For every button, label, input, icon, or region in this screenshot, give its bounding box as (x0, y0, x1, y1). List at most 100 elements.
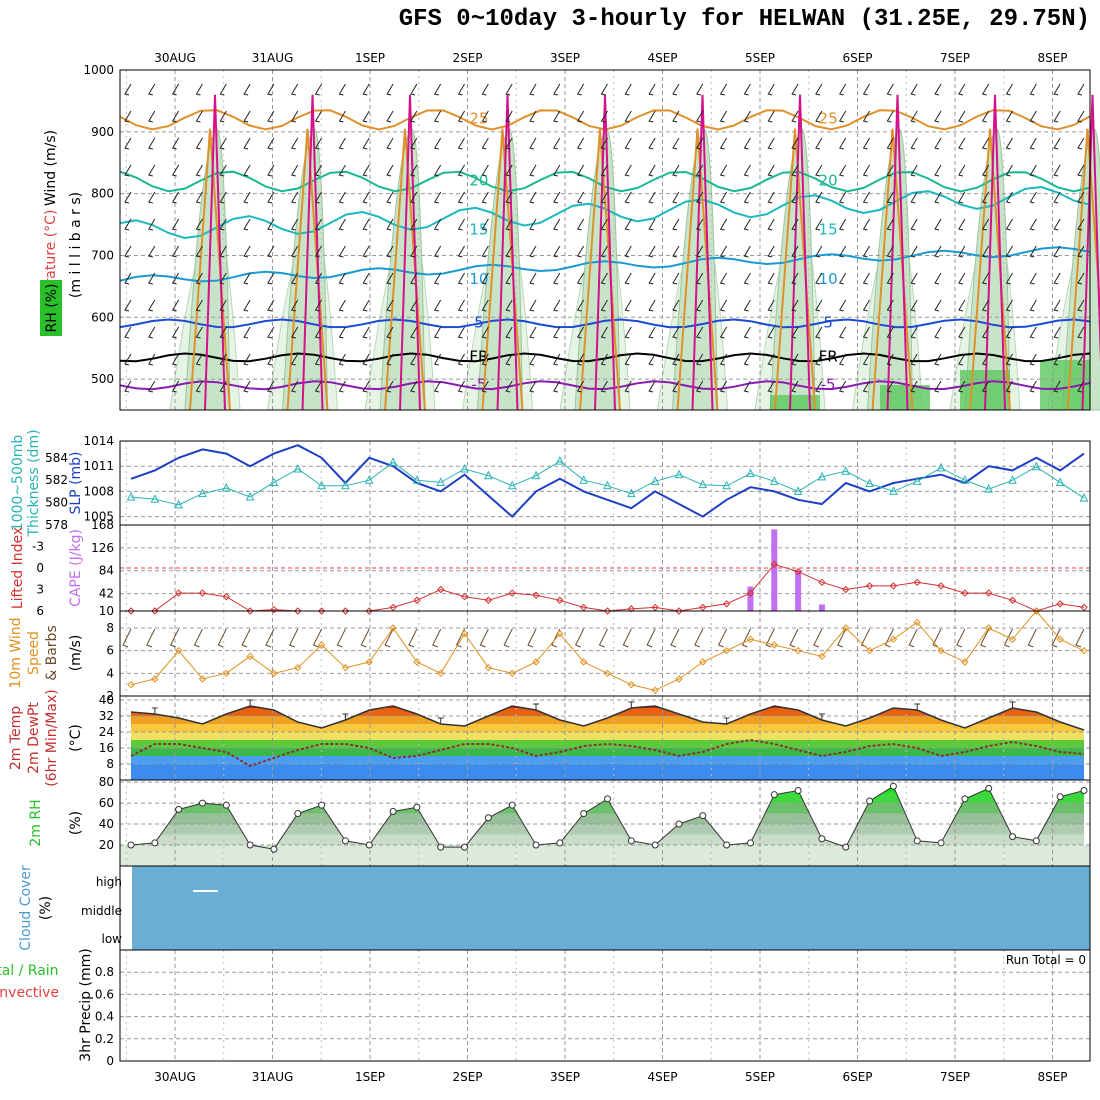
y-tick-label: 80 (99, 775, 114, 789)
wind-barb (672, 164, 680, 177)
wind-barb (574, 628, 585, 648)
wind-barb (314, 191, 323, 204)
thickness-point (1079, 493, 1089, 502)
wind-barb (193, 628, 203, 648)
wind-speed-point (1008, 635, 1017, 644)
rh-point (746, 839, 754, 847)
run-total-label: Run Total = 0 (1006, 953, 1086, 967)
wind-barb (1029, 326, 1037, 339)
wind-barb (243, 83, 251, 96)
wind-barb (958, 164, 966, 177)
wind-barb (290, 164, 299, 177)
wind-barb (457, 380, 465, 393)
wind-barb (743, 164, 751, 177)
slp-axis-label: SLP (mb) (68, 451, 84, 514)
wind-speed-point (389, 624, 397, 632)
y-tick-label: 6 (106, 644, 114, 658)
lifted-index-point (961, 589, 969, 597)
wind-barb (433, 164, 442, 177)
wind-speed-point (460, 629, 469, 638)
wind-barb (648, 380, 656, 393)
lifted-index-point (246, 607, 254, 615)
wind-barb (481, 110, 489, 123)
wind-barb (124, 380, 132, 393)
lifted-index-point (651, 603, 659, 612)
wind-barb (171, 353, 180, 366)
wind-barb (624, 272, 632, 285)
wind-barb (648, 191, 656, 204)
wind-barb (648, 218, 656, 231)
wind-barb (576, 380, 585, 393)
wind-barb (624, 353, 632, 366)
wind-barb (386, 191, 394, 204)
wind-barb (362, 272, 370, 285)
wind-barb (719, 110, 728, 123)
precip-panel: 0 0.2 0.4 0.6 0.8 Run Total = 0 Total / Rain Co… (0, 948, 1091, 1068)
wind-barb (767, 245, 775, 258)
rh-point (913, 837, 921, 845)
wind-barb (1005, 326, 1013, 339)
wind-barb (243, 245, 251, 258)
thickness-point (579, 475, 588, 484)
thickness-point (221, 482, 231, 492)
y-tick-label: 500 (91, 372, 114, 386)
rh-point (127, 841, 135, 849)
wind-barb (124, 353, 132, 366)
wind-barb (219, 137, 227, 150)
wind-barb (838, 218, 847, 231)
lifted-index-point (627, 605, 636, 613)
wind-barb (433, 83, 442, 96)
wind-barb (1077, 299, 1085, 312)
wind-barb (410, 272, 418, 285)
rh-point (151, 839, 159, 847)
cape-axis-label: CAPE (J/kg) (68, 529, 84, 607)
thickness-point (364, 475, 374, 484)
thickness-point (603, 480, 612, 490)
wind-barb (1053, 326, 1061, 339)
temp-unit-label: (°C) (68, 724, 84, 752)
rh-point (484, 814, 492, 822)
thickness-point (960, 475, 970, 484)
y-tick-label: 8 (106, 621, 114, 635)
wind-barb (243, 110, 251, 123)
wind-barb (195, 110, 203, 123)
wind-barb (1077, 137, 1085, 150)
wind-barb (362, 191, 370, 204)
wind-barb (1029, 380, 1037, 393)
wind-speed-point (651, 686, 659, 695)
wind-barb (743, 353, 751, 366)
wind-barb (719, 245, 728, 258)
wind-barb (314, 272, 323, 285)
wind-barb (981, 245, 990, 258)
wind-barb (696, 110, 704, 123)
lifted-index-point (794, 567, 802, 576)
wind-barb (505, 380, 513, 393)
lifted-index-point (675, 607, 683, 615)
lifted-index-point (127, 607, 135, 615)
wind-speed-point (722, 646, 731, 655)
wind-barb (457, 110, 465, 123)
surface-temp-contour (384, 128, 426, 411)
rh-point (389, 807, 397, 815)
temp-line (130, 705, 1085, 731)
wind-barb (241, 628, 251, 648)
wind-barb (362, 218, 370, 231)
wind-barb (195, 353, 203, 366)
lifted-index-cape-panel: -3 0 3 6 10 42 84 126 168 Lifted Index CAPE (J/kg) (10, 518, 1091, 618)
wind-barb (600, 326, 608, 339)
temp-minmax-bar (533, 703, 540, 710)
wind-barb (862, 191, 871, 204)
surface-temp-contour (579, 128, 621, 411)
wind-barb (195, 164, 203, 177)
wind-barb (1077, 191, 1085, 204)
wind-barb (862, 245, 871, 258)
wind-barb (1029, 353, 1037, 366)
wind-barb (1053, 83, 1061, 96)
wind-barb (171, 218, 180, 231)
wind-barb (433, 110, 442, 123)
wind-speed-point (889, 635, 898, 644)
wind-barb (696, 191, 704, 204)
lifted-index-point (556, 596, 564, 604)
wind-barb (815, 191, 823, 204)
wind-barb (219, 299, 227, 312)
